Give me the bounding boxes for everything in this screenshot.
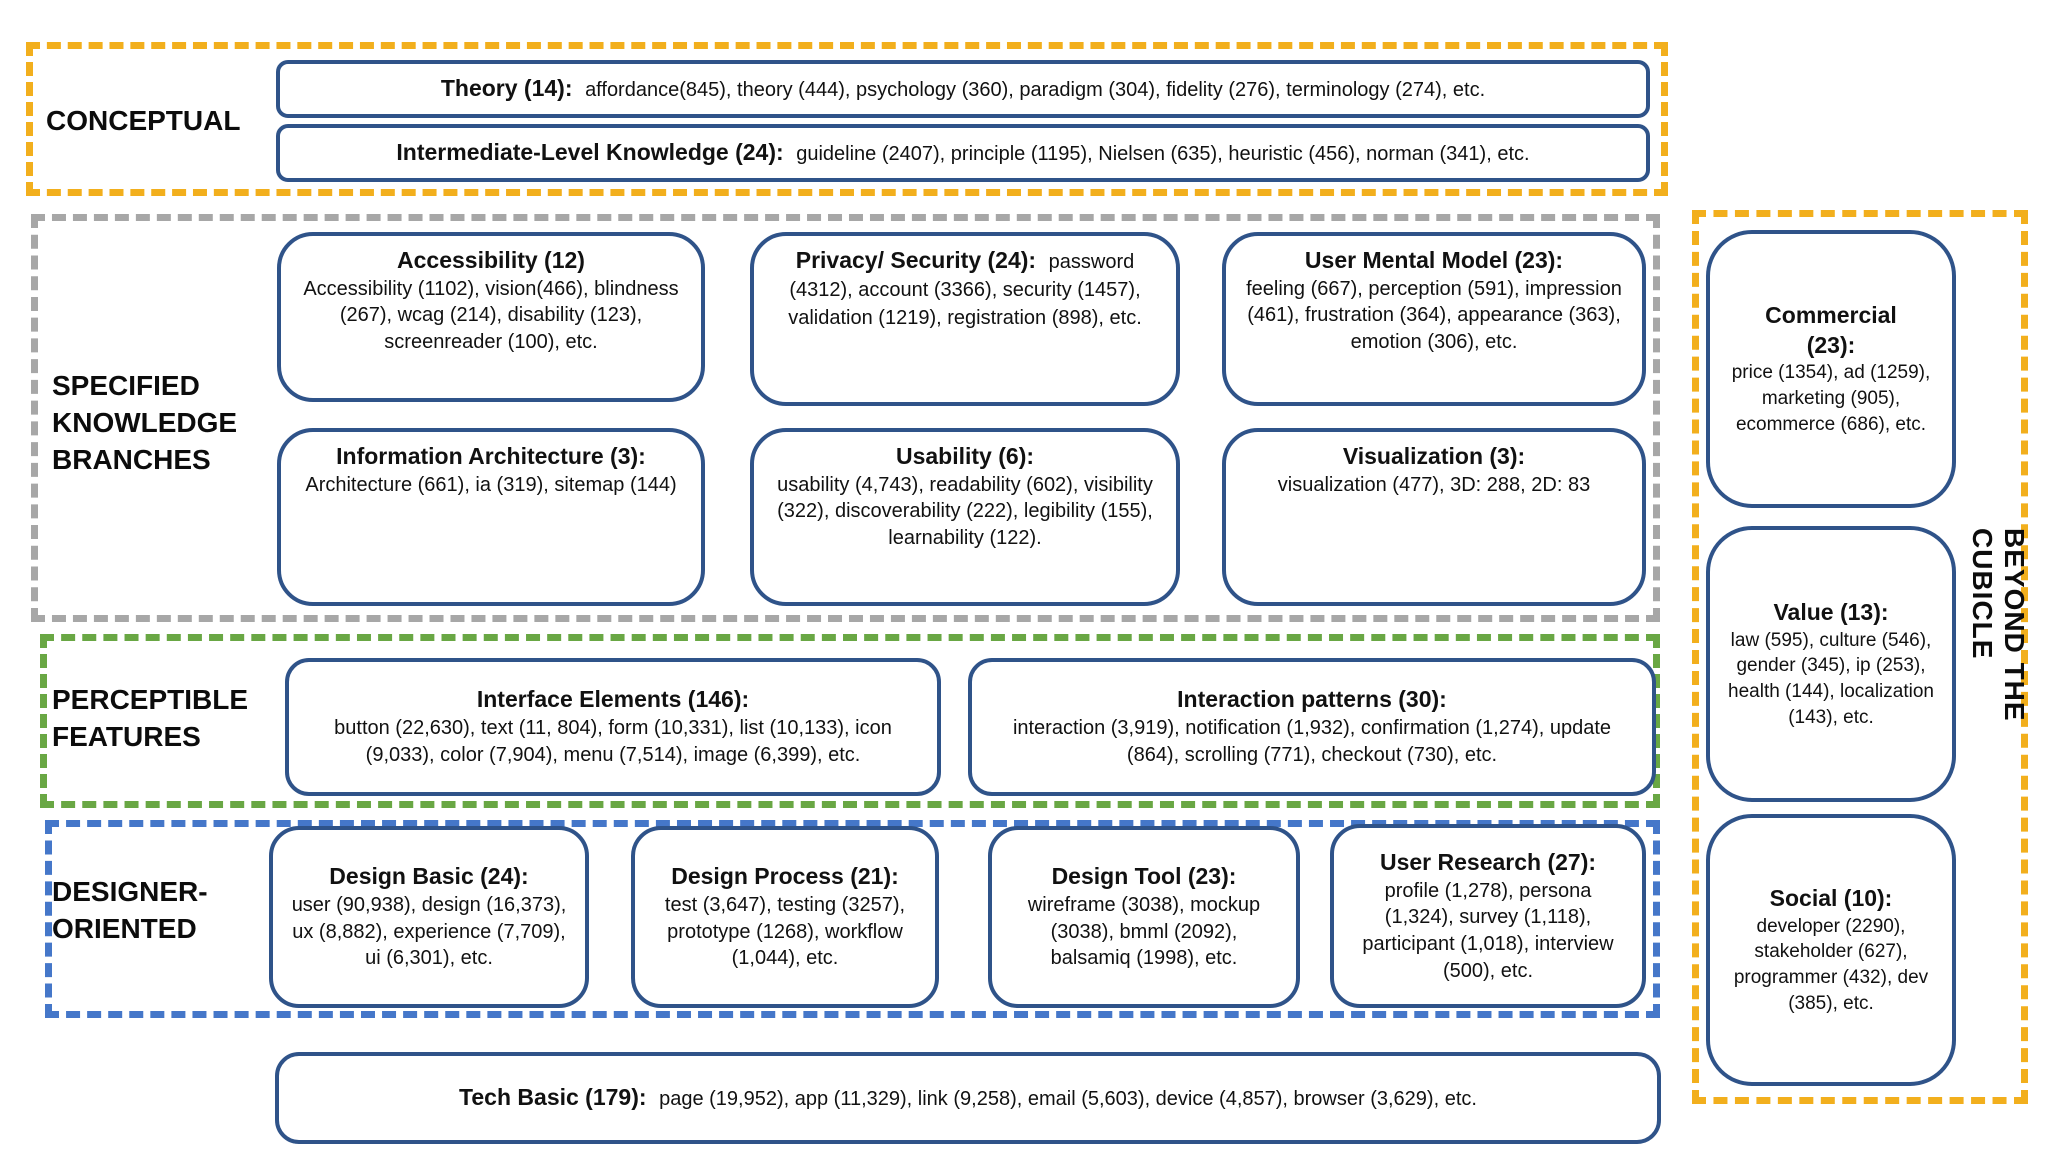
box-intermediate-body: guideline (2407), principle (1195), Niel… (796, 143, 1530, 165)
box-privacy-body: password (4312), account (3366), securit… (788, 251, 1142, 329)
box-interface-elements-body: button (22,630), text (11, 804), form (1… (334, 717, 892, 766)
box-information-architecture-body: Architecture (661), ia (319), sitemap (1… (305, 473, 677, 496)
section-perceptible-label: PERCEPTIBLE FEATURES (52, 684, 249, 752)
box-visualization-body: visualization (477), 3D: 288, 2D: 83 (1277, 473, 1591, 496)
box-commercial: Commercial (23): price (1354), ad (1259)… (1706, 230, 1956, 508)
box-social: Social (10): developer (2290), stakehold… (1706, 814, 1956, 1086)
box-theory-body: affordance(845), theory (444), psycholog… (585, 79, 1486, 101)
box-visualization: Visualization (3): visualization (477), … (1222, 428, 1646, 606)
section-perceptible-features (40, 634, 1660, 808)
box-privacy-title: Privacy/ Security (24): (795, 247, 1037, 273)
box-design-basic: Design Basic (24): user (90,938), design… (269, 826, 589, 1008)
section-designer-label: DESIGNER- ORIENTED (52, 876, 208, 944)
box-commercial-body: price (1354), ad (1259), marketing (905)… (1731, 362, 1931, 435)
box-usability: Usability (6): usability (4,743), readab… (750, 428, 1180, 606)
box-interaction-patterns-title: Interaction patterns (30): (1177, 686, 1447, 713)
box-interface-elements: Interface Elements (146): button (22,630… (285, 658, 941, 796)
box-social-title: Social (10): (1769, 884, 1893, 911)
box-interaction-patterns: Interaction patterns (30): interaction (… (968, 658, 1656, 796)
box-intermediate-title: Intermediate-Level Knowledge (24): (396, 139, 784, 165)
box-design-process: Design Process (21): test (3,647), testi… (631, 826, 939, 1008)
box-usability-title: Usability (6): (895, 443, 1035, 469)
box-commercial-title: Commercial (23): (1765, 301, 1897, 358)
box-tech-basic-body: page (19,952), app (11,329), link (9,258… (659, 1088, 1477, 1110)
box-value: Value (13): law (595), culture (546), ge… (1706, 526, 1956, 802)
box-information-architecture: Information Architecture (3): Architectu… (277, 428, 705, 606)
box-design-basic-title: Design Basic (24): (329, 863, 529, 890)
box-interface-elements-title: Interface Elements (146): (476, 686, 750, 713)
box-design-basic-body: user (90,938), design (16,373), ux (8,88… (291, 894, 567, 970)
section-conceptual-label: CONCEPTUAL (46, 105, 241, 136)
box-tech-basic-text: Tech Basic (179): page (19,952), app (11… (459, 1083, 1477, 1113)
box-tech-basic: Tech Basic (179): page (19,952), app (11… (275, 1052, 1661, 1144)
box-accessibility: Accessibility (12) Accessibility (1102),… (277, 232, 705, 402)
box-design-tool: Design Tool (23): wireframe (3038), mock… (988, 826, 1300, 1008)
box-usability-body: usability (4,743), readability (602), vi… (777, 473, 1153, 550)
section-specified-label: SPECIFIED KNOWLEDGE BRANCHES (52, 370, 238, 475)
box-user-mental-model-body: feeling (667), perception (591), impress… (1246, 277, 1622, 354)
box-social-body: developer (2290), stakeholder (627), pro… (1733, 915, 1929, 1014)
box-tech-basic-title: Tech Basic (179): (459, 1084, 647, 1110)
box-user-research-body: profile (1,278), persona (1,324), survey… (1362, 879, 1614, 982)
box-intermediate-level-knowledge: Intermediate-Level Knowledge (24): guide… (276, 124, 1650, 182)
box-theory-text: Theory (14): affordance(845), theory (44… (441, 74, 1485, 104)
box-value-body: law (595), culture (546), gender (345), … (1728, 629, 1934, 728)
box-interaction-patterns-body: interaction (3,919), notification (1,932… (1012, 717, 1612, 766)
box-information-architecture-title: Information Architecture (3): (336, 443, 646, 469)
box-privacy-security: Privacy/ Security (24): password (4312),… (750, 232, 1180, 406)
box-intermediate-text: Intermediate-Level Knowledge (24): guide… (396, 138, 1529, 168)
box-accessibility-title: Accessibility (12) (397, 247, 585, 273)
box-privacy-text: Privacy/ Security (24): password (4312),… (772, 246, 1158, 332)
section-beyond-label: BEYOND THE CUBICLE (1967, 528, 2030, 722)
box-user-research-title: User Research (27): (1379, 848, 1597, 875)
box-theory: Theory (14): affordance(845), theory (44… (276, 60, 1650, 118)
box-visualization-title: Visualization (3): (1342, 443, 1526, 469)
box-accessibility-body: Accessibility (1102), vision(466), blind… (303, 277, 679, 354)
box-design-process-title: Design Process (21): (671, 863, 899, 890)
section-designer-oriented (45, 820, 1660, 1018)
box-design-tool-body: wireframe (3038), mockup (3038), bmml (2… (1027, 894, 1261, 970)
box-user-mental-model: User Mental Model (23): feeling (667), p… (1222, 232, 1646, 406)
box-design-tool-title: Design Tool (23): (1051, 863, 1237, 890)
box-user-research: User Research (27): profile (1,278), per… (1330, 824, 1646, 1008)
section-beyond-the-cubicle (1692, 210, 2028, 1104)
section-conceptual (26, 42, 1668, 196)
box-theory-title: Theory (14): (440, 75, 573, 101)
box-design-process-body: test (3,647), testing (3257), prototype … (664, 894, 906, 970)
box-value-title: Value (13): (1773, 598, 1889, 625)
box-user-mental-model-title: User Mental Model (23): (1304, 247, 1564, 273)
section-specified-knowledge (31, 214, 1660, 622)
